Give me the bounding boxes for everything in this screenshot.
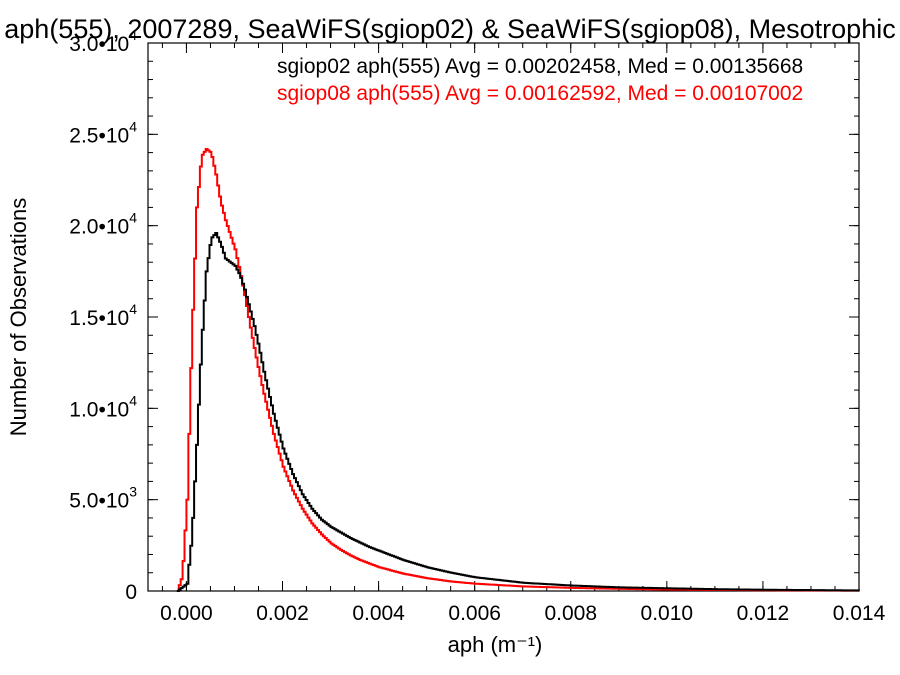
x-tick-label: 0.006 — [448, 602, 501, 625]
y-tick-label: 1.0•104 — [69, 392, 137, 421]
y-tick-label: 5.0•103 — [69, 484, 137, 513]
legend-entry-sgiop08: sgiop08 aph(555) Avg = 0.00162592, Med =… — [277, 82, 803, 105]
x-tick-label: 0.014 — [833, 602, 886, 625]
x-axis: 0.000 0.002 0.004 0.006 0.008 0.010 0.012 0.014 — [160, 43, 886, 625]
y-tick-label: 1.5•104 — [69, 301, 137, 330]
chart-title: aph(555), 2007289, SeaWiFS(sgiop02) & Se… — [4, 14, 895, 44]
legend-entry-sgiop02: sgiop02 aph(555) Avg = 0.00202458, Med =… — [277, 55, 803, 78]
y-tick-label: 2.5•104 — [69, 118, 137, 147]
y-tick-label: 3.0•104 — [69, 27, 137, 56]
x-tick-label: 0.000 — [160, 602, 213, 625]
y-axis: 0 5.0•103 1.0•104 1.5•104 2.0•104 2.5•104 3.0•… — [69, 27, 859, 604]
x-axis-label: aph (m⁻¹) — [448, 632, 543, 657]
y-tick-label: 2.0•104 — [69, 210, 137, 239]
y-axis-label: Number of Observations — [6, 198, 31, 436]
plot-frame — [147, 42, 860, 592]
y-tick-label: 0 — [125, 581, 137, 604]
x-tick-label: 0.008 — [544, 602, 597, 625]
x-tick-label: 0.004 — [352, 602, 405, 625]
x-tick-label: 0.012 — [737, 602, 790, 625]
x-tick-label: 0.002 — [256, 602, 309, 625]
series-line-sgiop02 — [176, 231, 860, 592]
series-lines — [176, 147, 860, 592]
series-line-sgiop08 — [176, 147, 859, 592]
x-tick-label: 0.010 — [641, 602, 694, 625]
